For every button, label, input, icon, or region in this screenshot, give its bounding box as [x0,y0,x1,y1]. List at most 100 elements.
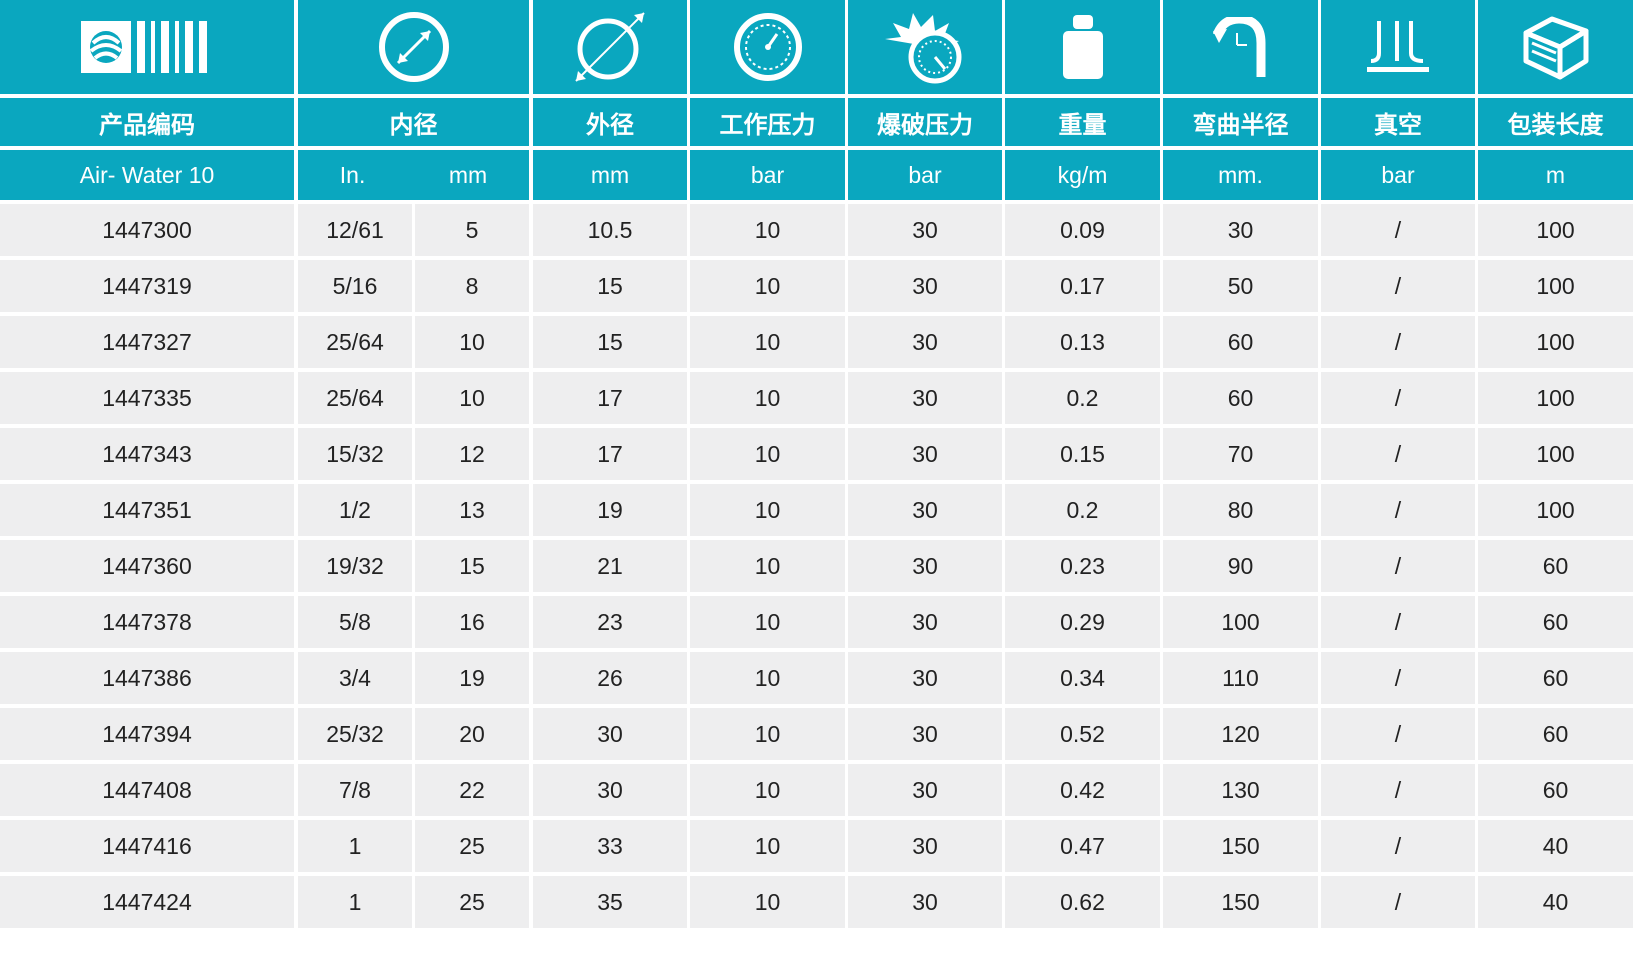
cell-inner-diameter-in: 19/32 [298,540,415,592]
cell-weight: 0.15 [1005,428,1163,480]
table-row: 1447394 25/32 20 30 10 30 0.52 120/60 [0,704,1633,760]
cell-outer-diameter: 21 [533,540,690,592]
cell-inner-diameter-in: 15/32 [298,428,415,480]
header-bend-radius: 弯曲半径 [1163,98,1321,146]
cell-vacuum: / [1321,260,1478,312]
cell-vacuum: / [1321,820,1478,872]
cell-product-code: 1447386 [0,652,298,704]
burst-pressure-icon [848,0,1005,94]
cell-product-code: 1447343 [0,428,298,480]
cell-weight: 0.47 [1005,820,1163,872]
inner-diameter-icon [298,0,533,94]
header-package-length: 包装长度 [1478,98,1633,146]
cell-product-code: 1447319 [0,260,298,312]
cell-outer-diameter: 17 [533,428,690,480]
cell-burst-pressure: 30 [848,372,1005,424]
cell-product-code: 1447360 [0,540,298,592]
cell-inner-diameter-in: 5/16 [298,260,415,312]
cell-burst-pressure: 30 [848,316,1005,368]
cell-inner-diameter-mm: 15 [415,540,533,592]
table-row: 1447408 7/8 22 30 10 30 0.42 130/60 [0,760,1633,816]
unit-inner-diameter: In. mm [298,150,533,200]
header-weight: 重量 [1005,98,1163,146]
cell-package-length: 60 [1478,540,1633,592]
cell-inner-diameter-in: 25/64 [298,316,415,368]
table-row: 1447351 1/2 13 19 10 30 0.2 80/100 [0,480,1633,536]
cell-working-pressure: 10 [690,428,848,480]
cell-inner-diameter-mm: 25 [415,820,533,872]
cell-package-length: 60 [1478,652,1633,704]
table-row: 1447386 3/4 19 26 10 30 0.34 110/60 [0,648,1633,704]
cell-inner-diameter-mm: 22 [415,764,533,816]
unit-package-length: m [1478,150,1633,200]
header-vacuum: 真空 [1321,98,1478,146]
cell-inner-diameter-mm: 13 [415,484,533,536]
cell-burst-pressure: 30 [848,540,1005,592]
cell-vacuum: / [1321,428,1478,480]
cell-bend-radius: 50 [1163,260,1321,312]
cell-vacuum: / [1321,652,1478,704]
cell-working-pressure: 10 [690,708,848,760]
cell-bend-radius: 150 [1163,876,1321,928]
cell-working-pressure: 10 [690,260,848,312]
cell-weight: 0.29 [1005,596,1163,648]
cell-package-length: 100 [1478,372,1633,424]
cell-outer-diameter: 17 [533,372,690,424]
cell-bend-radius: 110 [1163,652,1321,704]
cell-vacuum: / [1321,876,1478,928]
cell-product-code: 1447378 [0,596,298,648]
unit-inch: In. [339,161,366,188]
cell-product-code: 1447394 [0,708,298,760]
table-body: 1447300 12/61 5 10.5 10 30 0.09 30/100 1447319 5… [0,200,1633,928]
weight-icon [1005,0,1163,94]
cell-package-length: 60 [1478,708,1633,760]
cell-outer-diameter: 10.5 [533,204,690,256]
cell-working-pressure: 10 [690,540,848,592]
cell-burst-pressure: 30 [848,428,1005,480]
cell-vacuum: / [1321,372,1478,424]
cell-burst-pressure: 30 [848,764,1005,816]
unit-bend-radius: mm. [1163,150,1321,200]
unit-product-line: Air- Water 10 [0,150,298,200]
cell-burst-pressure: 30 [848,596,1005,648]
cell-weight: 0.62 [1005,876,1163,928]
cell-bend-radius: 130 [1163,764,1321,816]
table-row: 1447335 25/64 10 17 10 30 0.2 60/100 [0,368,1633,424]
cell-outer-diameter: 15 [533,260,690,312]
unit-outer-diameter: mm [533,150,690,200]
cell-product-code: 1447300 [0,204,298,256]
cell-weight: 0.52 [1005,708,1163,760]
cell-bend-radius: 30 [1163,204,1321,256]
cell-weight: 0.42 [1005,764,1163,816]
cell-inner-diameter-mm: 8 [415,260,533,312]
cell-working-pressure: 10 [690,764,848,816]
cell-package-length: 100 [1478,484,1633,536]
cell-working-pressure: 10 [690,876,848,928]
cell-outer-diameter: 30 [533,764,690,816]
cell-weight: 0.13 [1005,316,1163,368]
pressure-gauge-icon [690,0,848,94]
cell-package-length: 100 [1478,316,1633,368]
unit-working-pressure: bar [690,150,848,200]
cell-bend-radius: 90 [1163,540,1321,592]
cell-inner-diameter-in: 25/32 [298,708,415,760]
cell-outer-diameter: 30 [533,708,690,760]
cell-inner-diameter-mm: 20 [415,708,533,760]
cell-inner-diameter-mm: 19 [415,652,533,704]
cell-package-length: 60 [1478,596,1633,648]
cell-inner-diameter-mm: 16 [415,596,533,648]
cell-inner-diameter-mm: 10 [415,372,533,424]
cell-inner-diameter-mm: 5 [415,204,533,256]
cell-package-length: 100 [1478,204,1633,256]
cell-inner-diameter-in: 7/8 [298,764,415,816]
cell-burst-pressure: 30 [848,204,1005,256]
cell-package-length: 100 [1478,428,1633,480]
cell-outer-diameter: 35 [533,876,690,928]
cell-product-code: 1447416 [0,820,298,872]
cell-bend-radius: 100 [1163,596,1321,648]
cell-working-pressure: 10 [690,372,848,424]
table-row: 1447300 12/61 5 10.5 10 30 0.09 30/100 [0,200,1633,256]
table-row: 1447319 5/16 8 15 10 30 0.17 50/100 [0,256,1633,312]
cell-weight: 0.23 [1005,540,1163,592]
cell-vacuum: / [1321,484,1478,536]
